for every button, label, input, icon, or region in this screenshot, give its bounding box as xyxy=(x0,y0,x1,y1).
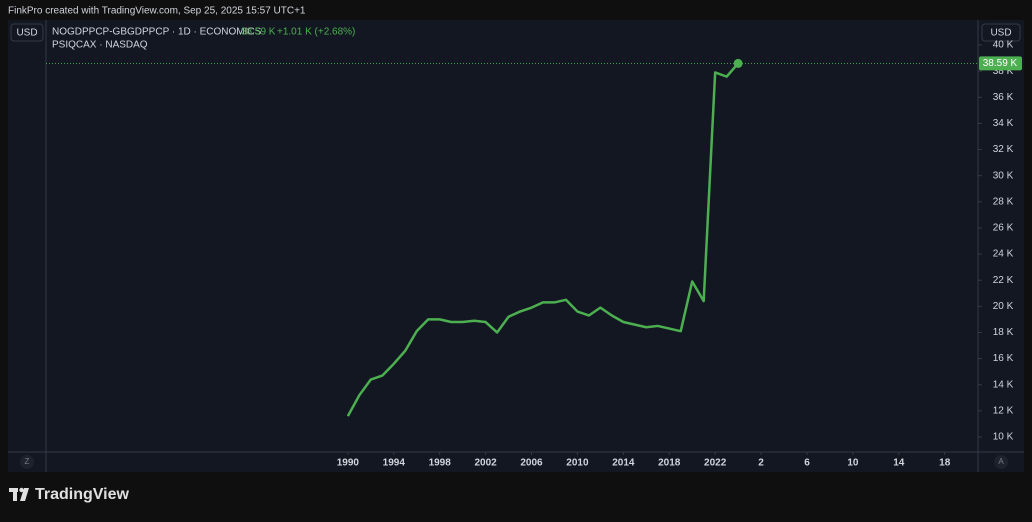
auto-button[interactable] xyxy=(994,455,1008,469)
last-point xyxy=(733,58,743,68)
x-tick-label: 2014 xyxy=(612,458,635,469)
attribution: FinkPro created with TradingView.com, Se… xyxy=(8,6,306,17)
x-tick-label: 10 xyxy=(847,458,859,469)
zoom-label[interactable]: Z xyxy=(25,457,30,466)
zoom-button[interactable] xyxy=(20,455,34,469)
x-tick-label: 14 xyxy=(893,458,905,469)
x-tick-label: 2002 xyxy=(474,458,497,469)
y-tick-label: 22 K xyxy=(993,275,1014,286)
x-tick-label: 2 xyxy=(758,458,764,469)
y-tick-label: 32 K xyxy=(993,144,1014,155)
y-tick-label: 36 K xyxy=(993,92,1014,103)
x-tick-label: 18 xyxy=(939,458,951,469)
price-tag-label: 38.59 K xyxy=(983,58,1018,69)
x-tick-label: 2022 xyxy=(704,458,727,469)
chart-pane xyxy=(8,20,1024,472)
currency-button[interactable] xyxy=(10,23,44,42)
symbol: NOGDPPCP-GBGDPPCP · 1D · ECONOMICS xyxy=(52,27,262,38)
y-tick-label: 26 K xyxy=(993,223,1014,234)
x-tick-label: 1994 xyxy=(383,458,406,469)
x-tick-label: 6 xyxy=(804,458,810,469)
currency-label[interactable]: USD xyxy=(16,28,37,39)
y-tick-label: 14 K xyxy=(993,379,1014,390)
last-price: 38.59 K xyxy=(241,27,276,38)
x-tick-label: 2018 xyxy=(658,458,681,469)
line xyxy=(346,62,740,417)
y-tick-label: 30 K xyxy=(993,170,1014,181)
x-tick-label: 1998 xyxy=(429,458,452,469)
y-tick-label: 20 K xyxy=(993,301,1014,312)
currency-button[interactable] xyxy=(981,23,1021,42)
x-tick-label: 2010 xyxy=(566,458,589,469)
price-change: +1.01 K (+2.68%) xyxy=(277,27,355,38)
y-tick-label: 10 K xyxy=(993,432,1014,443)
x-tick-label: 2006 xyxy=(520,458,543,469)
brand-logo xyxy=(9,487,29,501)
price-tag xyxy=(979,56,1022,71)
y-tick-label: 16 K xyxy=(993,353,1014,364)
x-tick-label: 1990 xyxy=(337,458,360,469)
exchange: PSIQCAX · NASDAQ xyxy=(52,40,148,51)
y-tick-label: 12 K xyxy=(993,406,1014,417)
y-tick-label: 34 K xyxy=(993,118,1014,129)
y-tick-label: 28 K xyxy=(993,196,1014,207)
currency-label[interactable]: USD xyxy=(990,28,1011,39)
y-tick-label: 24 K xyxy=(993,249,1014,260)
auto-label[interactable]: A xyxy=(998,457,1004,466)
y-tick-label: 18 K xyxy=(993,327,1014,338)
y-tick-label: 40 K xyxy=(993,40,1014,51)
y-tick-label: 38 K xyxy=(993,66,1014,77)
brand: TradingView xyxy=(35,486,130,503)
